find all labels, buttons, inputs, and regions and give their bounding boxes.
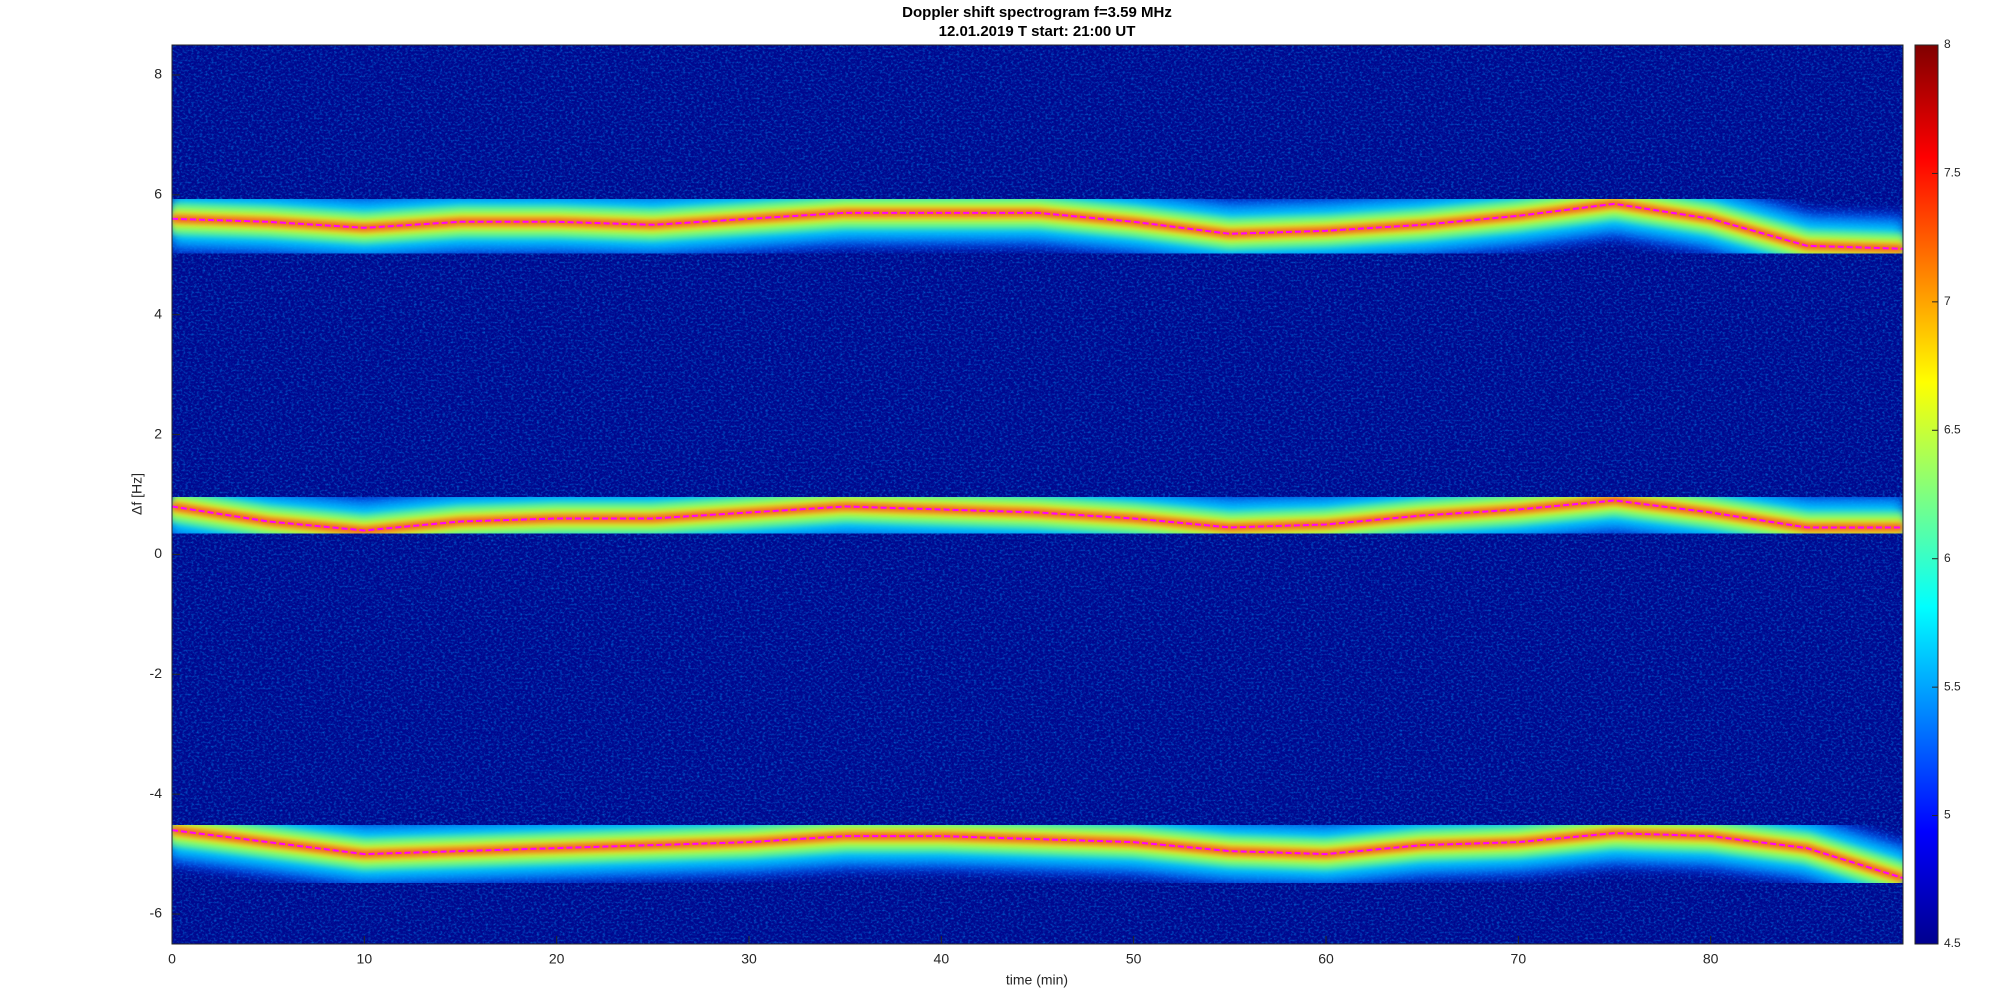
colorbar-tick-label: 8 [1944, 37, 1951, 51]
y-tick-label: 6 [154, 186, 162, 202]
chart-title: Doppler shift spectrogram f=3.59 MHz [902, 4, 1172, 21]
x-tick-label: 20 [549, 951, 565, 967]
y-axis-label: Δf [Hz] [129, 473, 145, 515]
colorbar [1914, 44, 1939, 945]
x-axis-label: time (min) [1006, 972, 1068, 988]
x-tick-label: 60 [1318, 951, 1334, 967]
x-tick-label: 30 [741, 951, 757, 967]
y-tick-label: -2 [150, 665, 163, 681]
y-tick-label: 0 [154, 545, 162, 561]
x-tick-label: 70 [1511, 951, 1527, 967]
chart-subtitle: 12.01.2019 T start: 21:00 UT [939, 23, 1136, 40]
colorbar-tick-label: 5.5 [1944, 679, 1961, 693]
colorbar-tick-label: 7.5 [1944, 166, 1961, 180]
x-tick-label: 10 [357, 951, 373, 967]
y-tick-label: -4 [150, 785, 163, 801]
trace-line [172, 202, 1903, 250]
x-tick-label: 0 [168, 951, 176, 967]
y-tick-label: 4 [154, 305, 162, 321]
colorbar-tick-label: 5 [1944, 808, 1951, 822]
y-tick-label: 2 [154, 425, 162, 441]
trace-line [172, 829, 1903, 880]
plot-area [172, 45, 1903, 944]
colorbar-tick-label: 6 [1944, 551, 1951, 565]
x-tick-label: 80 [1703, 951, 1719, 967]
colorbar-tick-label: 4.5 [1944, 936, 1961, 950]
x-tick-label: 50 [1126, 951, 1142, 967]
y-tick-label: -6 [150, 905, 163, 921]
x-tick-label: 40 [934, 951, 950, 967]
trace-line [172, 499, 1903, 532]
y-tick-label: 8 [154, 66, 162, 82]
plot-frame [171, 44, 1904, 945]
colorbar-tick-label: 7 [1944, 294, 1951, 308]
colorbar-tick-label: 6.5 [1944, 422, 1961, 436]
